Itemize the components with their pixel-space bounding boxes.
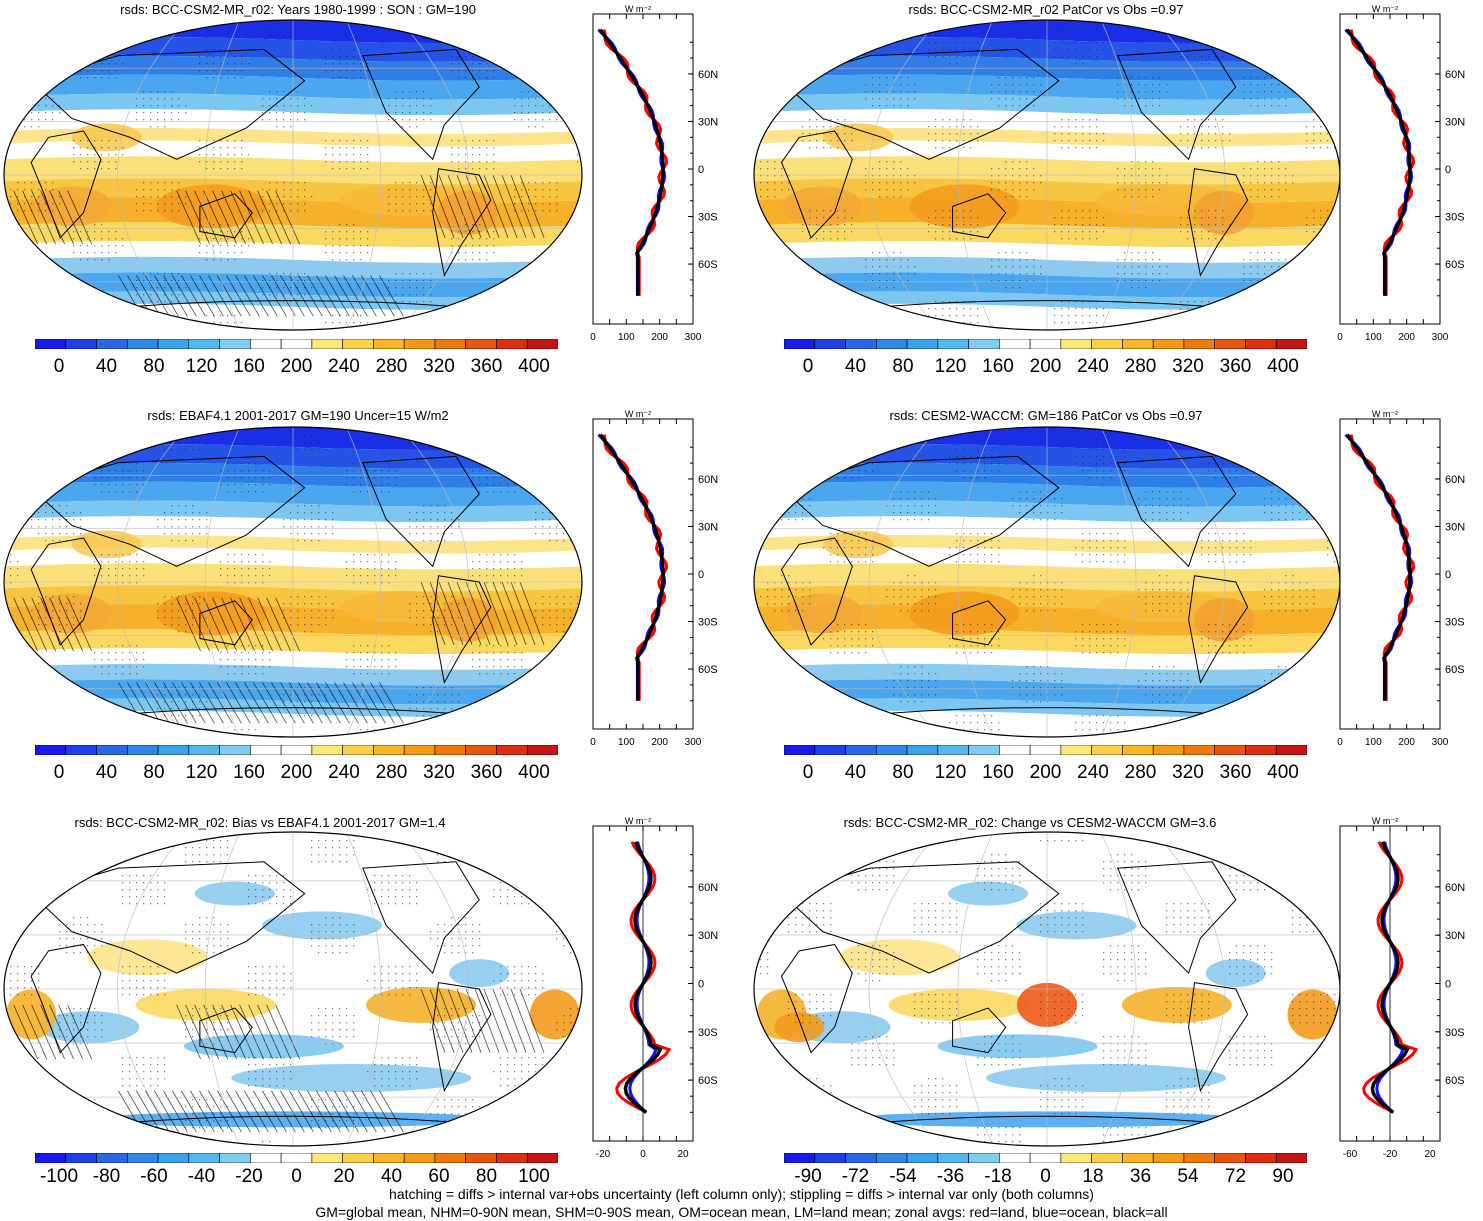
colorbar-tick-label: 120	[185, 762, 218, 783]
colorbar-labels-2: 0 40 80 120 160 200 240 280 320 360 400	[784, 356, 1307, 378]
colorbar-tick-label: 320	[423, 762, 455, 783]
colorbar-labels-1: 0 40 80 120 160 200 240 280 320 360 400	[35, 356, 558, 378]
colorbar-tick-label: -18	[984, 1166, 1012, 1187]
colorbar-tick-label: -72	[841, 1166, 870, 1187]
colorbar-tick-label: 0	[1040, 1166, 1051, 1187]
colorbar-1	[35, 339, 558, 349]
colorbar-tick-label: 320	[1172, 356, 1204, 377]
colorbar-tick-label: 240	[1077, 762, 1109, 783]
colorbar-tick-label: 160	[233, 356, 265, 377]
colorbar-tick-label: 360	[1219, 356, 1252, 377]
panel-title-4: rsds: CESM2-WACCM: GM=186 PatCor vs Obs …	[889, 408, 1203, 423]
colorbar-tick-label: 320	[423, 356, 455, 377]
colorbar-labels-4: 0 40 80 120 160 200 240 280 320 360 400	[784, 762, 1307, 784]
colorbar-tick-label: -54	[889, 1166, 917, 1187]
colorbar-tick-label: -36	[936, 1166, 965, 1187]
colorbar-tick-label: 40	[844, 356, 867, 377]
colorbar-tick-label: 280	[375, 356, 408, 377]
colorbar-tick-label: 360	[470, 356, 503, 377]
colorbar-tick-label: 0	[802, 762, 814, 783]
colorbar-tick-label: 360	[1219, 762, 1252, 783]
colorbar-tick-label: -60	[140, 1166, 168, 1187]
colorbar-tick-label: 40	[95, 762, 118, 783]
colorbar-labels-5: -100 -80 -60 -40 -20 0 20 40 60 80 100	[35, 1166, 558, 1188]
colorbar-tick-label: 40	[844, 762, 867, 783]
colorbar-tick-label: 0	[802, 356, 814, 377]
colorbar-tick-label: 240	[328, 356, 360, 377]
colorbar-tick-label: 80	[143, 356, 165, 377]
colorbar-tick-label: -100	[39, 1166, 79, 1187]
colorbar-tick-label: 160	[982, 356, 1014, 377]
colorbar-tick-label: 0	[53, 762, 65, 783]
map-panel-6	[753, 831, 1341, 1147]
colorbar-tick-label: 160	[233, 762, 265, 783]
colorbar-tick-label: 80	[892, 356, 914, 377]
colorbar-tick-label: -20	[235, 1166, 263, 1187]
colorbar-tick-label: 0	[291, 1166, 302, 1187]
colorbar-tick-label: 20	[333, 1166, 355, 1187]
colorbar-tick-label: 0	[53, 356, 65, 377]
colorbar-5	[35, 1153, 558, 1163]
colorbar-6	[784, 1153, 1307, 1163]
colorbar-tick-label: 400	[518, 356, 550, 377]
colorbar-tick-label: 240	[1077, 356, 1109, 377]
colorbar-tick-label: 280	[1124, 762, 1157, 783]
map-panel-5	[3, 831, 583, 1147]
colorbar-tick-label: 120	[934, 762, 967, 783]
colorbar-tick-label: -40	[187, 1166, 216, 1187]
colorbar-tick-label: 320	[1172, 762, 1204, 783]
colorbar-tick-label: 40	[380, 1166, 403, 1187]
colorbar-tick-label: 80	[475, 1166, 498, 1187]
map-panel-2	[753, 19, 1341, 331]
colorbar-tick-label: 400	[1267, 762, 1299, 783]
footer-legend-note: GM=global mean, NHM=0-90N mean, SHM=0-90…	[315, 1204, 1168, 1220]
colorbar-tick-label: 400	[1267, 356, 1299, 377]
footer-hatching-note: hatching = diffs > internal var+obs unce…	[389, 1186, 1094, 1202]
colorbar-tick-label: 80	[892, 762, 914, 783]
colorbar-tick-label: 90	[1272, 1166, 1294, 1187]
colorbar-4	[784, 745, 1307, 755]
panel-title-5: rsds: BCC-CSM2-MR_r02: Bias vs EBAF4.1 2…	[74, 815, 446, 830]
colorbar-2	[784, 339, 1307, 349]
colorbar-tick-label: 400	[518, 762, 550, 783]
colorbar-tick-label: 54	[1177, 1166, 1199, 1187]
colorbar-tick-label: 280	[375, 762, 408, 783]
colorbar-tick-label: 360	[470, 762, 503, 783]
panel-title-6: rsds: BCC-CSM2-MR_r02: Change vs CESM2-W…	[843, 815, 1217, 830]
colorbar-tick-label: -90	[794, 1166, 822, 1187]
colorbar-tick-label: 100	[518, 1166, 550, 1187]
colorbar-tick-label: 18	[1082, 1166, 1104, 1187]
colorbar-tick-label: 72	[1224, 1166, 1247, 1187]
colorbar-tick-label: 160	[982, 762, 1014, 783]
colorbar-tick-label: 120	[185, 356, 218, 377]
map-panel-4	[753, 426, 1341, 738]
colorbar-tick-label: 40	[95, 356, 118, 377]
colorbar-tick-label: 200	[1029, 762, 1062, 783]
map-panel-3	[3, 426, 583, 738]
colorbar-tick-label: 60	[428, 1166, 450, 1187]
colorbar-tick-label: 36	[1129, 1166, 1152, 1187]
map-panel-1	[3, 19, 583, 331]
colorbar-tick-label: 120	[934, 356, 967, 377]
colorbar-tick-label: 240	[328, 762, 360, 783]
colorbar-tick-label: 80	[143, 762, 165, 783]
colorbar-tick-label: -80	[92, 1166, 121, 1187]
colorbar-tick-label: 280	[1124, 356, 1157, 377]
panel-title-1: rsds: BCC-CSM2-MR_r02: Years 1980-1999 :…	[120, 2, 476, 17]
colorbar-tick-label: 200	[1029, 356, 1062, 377]
colorbar-3	[35, 745, 558, 755]
colorbar-labels-6: -90 -72 -54 -36 -18 0 18 36 54 72 90	[784, 1166, 1307, 1188]
panel-title-2: rsds: BCC-CSM2-MR_r02 PatCor vs Obs =0.9…	[908, 2, 1184, 17]
colorbar-tick-label: 200	[280, 356, 313, 377]
colorbar-tick-label: 200	[280, 762, 313, 783]
colorbar-labels-3: 0 40 80 120 160 200 240 280 320 360 400	[35, 762, 558, 784]
panel-title-3: rsds: EBAF4.1 2001-2017 GM=190 Uncer=15 …	[147, 408, 449, 423]
